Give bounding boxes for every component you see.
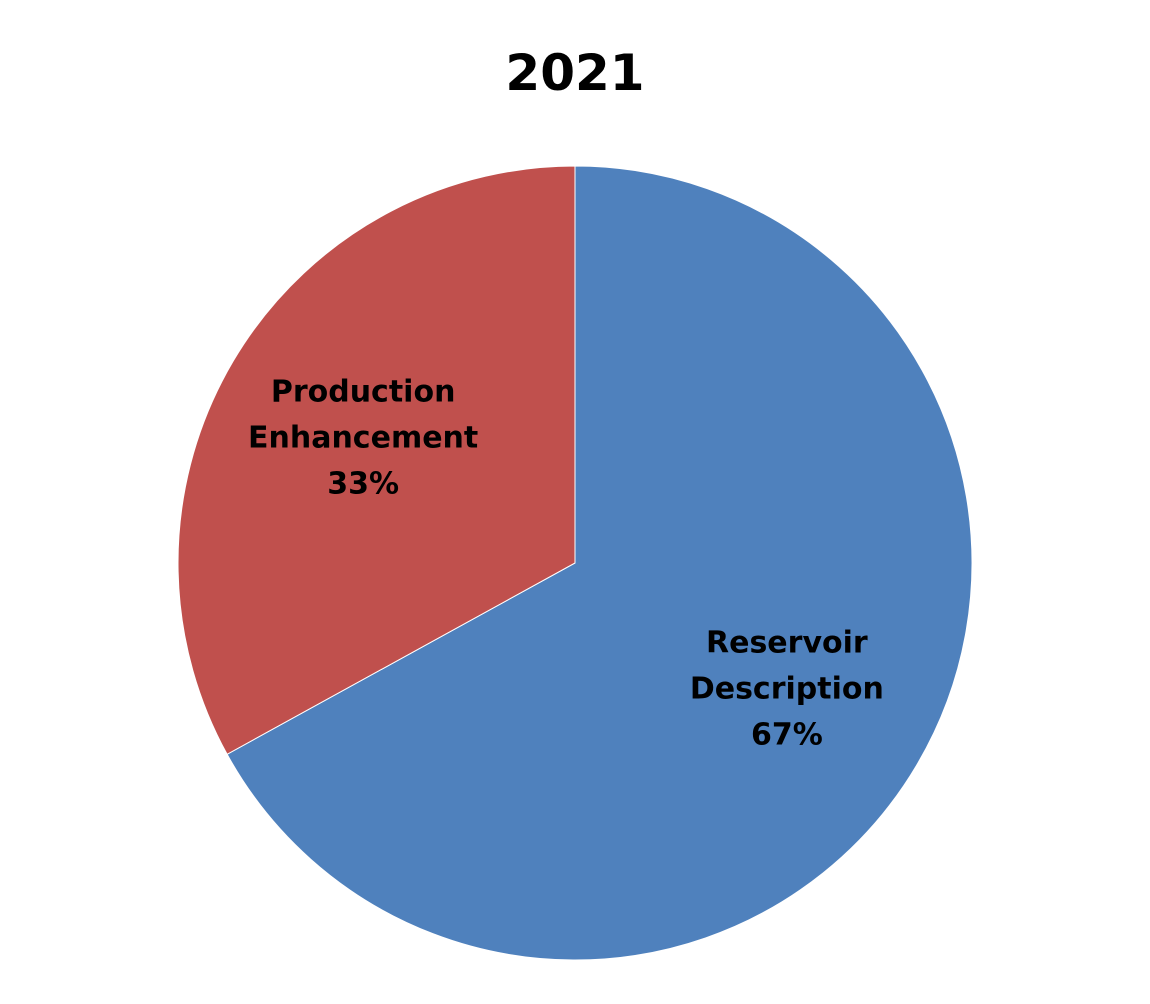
chart-title: 2021 xyxy=(505,44,645,102)
data-label-category-line: Description xyxy=(690,671,884,706)
data-label-category-line: Enhancement xyxy=(248,421,478,456)
pie-slice-reservoir-description xyxy=(226,165,973,961)
data-label-percent: 67% xyxy=(751,717,823,752)
data-label-category-line: Reservoir xyxy=(706,625,868,660)
pie-data-labels: Reservoir Description 67% Production Enhance… xyxy=(248,375,884,753)
data-label-production-enhancement: Production Enhancement 33% xyxy=(248,375,478,502)
data-label-reservoir-description: Reservoir Description 67% xyxy=(690,625,884,752)
pie-slice-production-enhancement xyxy=(177,165,576,755)
data-label-percent: 33% xyxy=(327,467,399,502)
pie-slices xyxy=(177,165,973,961)
data-label-category-line: Production xyxy=(271,375,456,410)
